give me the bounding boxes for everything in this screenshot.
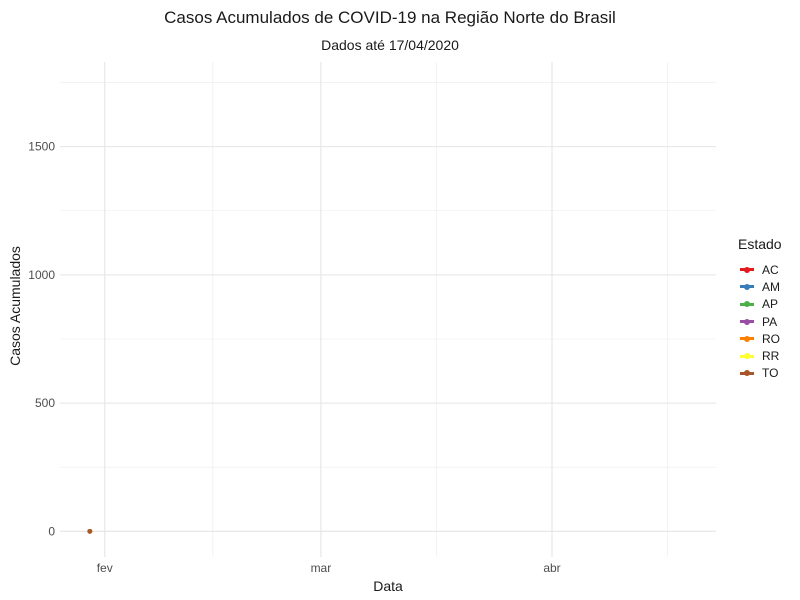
legend-items: AC AM AP PA RO RR TO xyxy=(738,261,782,382)
legend-label: AC xyxy=(762,262,779,277)
y-tick-label: 1000 xyxy=(28,268,55,282)
legend-item-ap: AP xyxy=(738,296,782,313)
y-tick-label: 0 xyxy=(48,524,55,538)
legend-point-swatch xyxy=(744,353,750,360)
legend-key xyxy=(738,296,756,313)
legend-point-swatch xyxy=(744,318,750,325)
legend-label: PA xyxy=(762,314,778,329)
y-tick-label: 1500 xyxy=(28,140,55,154)
legend-point-swatch xyxy=(744,370,750,377)
legend-point-swatch xyxy=(744,283,750,290)
data-point-to xyxy=(87,528,93,534)
legend-label: RR xyxy=(762,349,780,364)
chart-subtitle: Dados até 17/04/2020 xyxy=(321,37,459,53)
legend-item-am: AM xyxy=(738,278,782,295)
x-axis-title: Data xyxy=(373,578,403,594)
legend-point-swatch xyxy=(744,301,750,308)
legend-key xyxy=(738,365,756,382)
series-layer xyxy=(87,528,93,534)
x-tick-label: mar xyxy=(311,561,332,575)
legend-point-swatch xyxy=(744,266,750,273)
legend-key xyxy=(738,261,756,278)
legend-item-ac: AC xyxy=(738,261,782,278)
legend-key xyxy=(738,330,756,347)
x-tick-label: fev xyxy=(97,561,113,575)
legend-label: RO xyxy=(762,331,780,346)
legend-label: TO xyxy=(762,366,779,381)
legend-point-swatch xyxy=(744,335,750,342)
chart-title: Casos Acumulados de COVID-19 na Região N… xyxy=(164,8,616,27)
y-axis-title: Casos Acumulados xyxy=(7,246,23,366)
legend: Estado AC AM AP PA RO RR TO xyxy=(738,236,782,382)
legend-item-to: TO xyxy=(738,365,782,382)
legend-item-rr: RR xyxy=(738,347,782,364)
legend-item-pa: PA xyxy=(738,313,782,330)
x-tick-label: abr xyxy=(543,561,560,575)
tick-labels: 0 500 1000 1500 fev mar abr xyxy=(28,140,560,575)
legend-title: Estado xyxy=(738,236,782,252)
legend-item-ro: RO xyxy=(738,330,782,347)
legend-label: AM xyxy=(762,279,780,294)
legend-key xyxy=(738,313,756,330)
y-tick-label: 500 xyxy=(35,396,55,410)
legend-key xyxy=(738,278,756,295)
legend-label: AP xyxy=(762,297,779,312)
legend-key xyxy=(738,348,756,365)
grid xyxy=(60,62,716,557)
